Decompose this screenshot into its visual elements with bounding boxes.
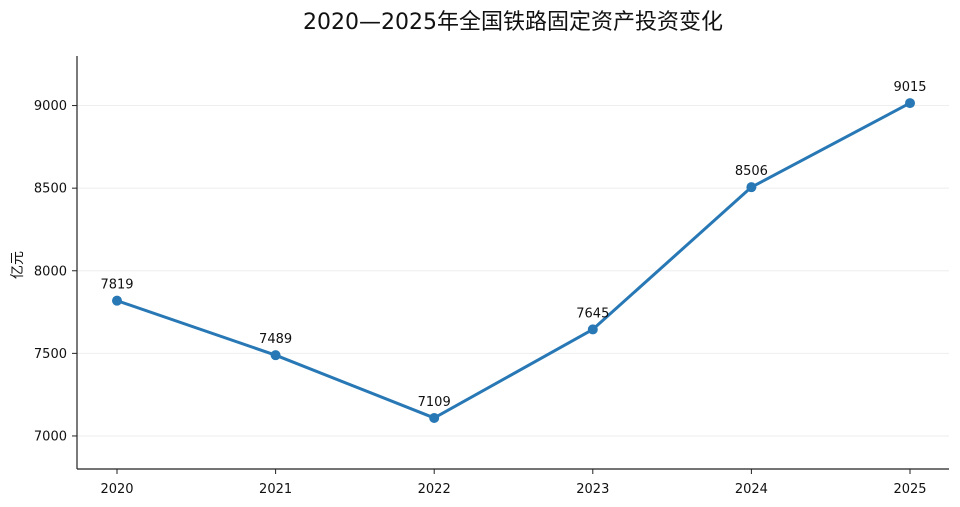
y-axis-title: 亿元: [10, 251, 26, 279]
gridlines: [77, 105, 949, 437]
data-point: [905, 98, 915, 109]
data-point: [746, 182, 757, 193]
x-axis-ticks: 2020 2021 2022 2023 2024 2025: [100, 469, 927, 497]
x-tick-label: 2025: [893, 482, 926, 497]
data-label: 7109: [418, 395, 451, 410]
x-tick-label: 2024: [735, 482, 768, 497]
data-point: [270, 350, 281, 361]
data-point: [112, 295, 122, 306]
data-point: [429, 412, 440, 423]
y-tick-label: 7000: [34, 429, 67, 444]
data-labels: 7819 7489 7109 7645 8506 9015: [100, 80, 926, 410]
y-tick-label: 7500: [34, 347, 67, 362]
chart-title: 2020—2025年全国铁路固定资产投资变化: [303, 10, 723, 35]
data-label: 7819: [100, 278, 133, 293]
data-label: 7489: [259, 332, 292, 347]
x-tick-label: 2023: [576, 482, 609, 497]
series-investment: [112, 98, 915, 423]
x-tick-label: 2021: [259, 482, 292, 497]
y-tick-label: 8500: [34, 182, 67, 197]
data-point: [587, 324, 598, 335]
data-label: 9015: [893, 80, 926, 95]
x-tick-label: 2022: [418, 482, 451, 497]
x-tick-label: 2020: [100, 482, 133, 497]
data-label: 8506: [735, 164, 768, 179]
data-label: 7645: [576, 306, 609, 321]
y-axis-ticks: 7000 7500 8000 8500 9000: [34, 99, 77, 444]
y-tick-label: 9000: [34, 99, 67, 114]
series-line: [116, 101, 911, 420]
y-tick-label: 8000: [34, 264, 67, 279]
